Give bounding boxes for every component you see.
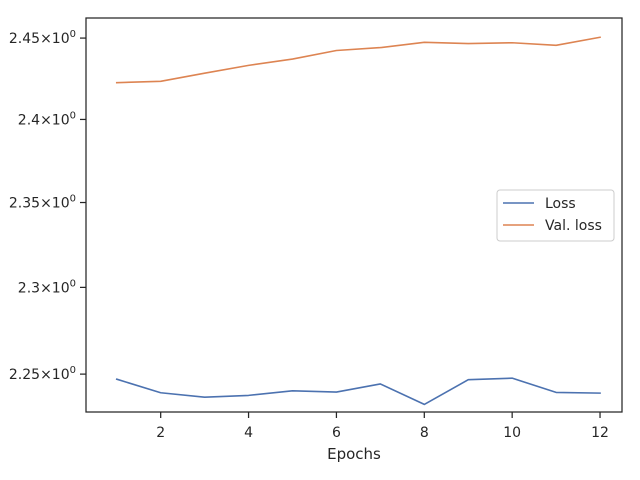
y-tick-label: 2.4×100 xyxy=(18,110,76,128)
legend-label: Loss xyxy=(545,196,576,212)
y-axis: 2.25×100 2.3×100 2.35×100 2.4×100 2.45×100 xyxy=(9,29,86,383)
x-axis-label: Epochs xyxy=(327,445,381,463)
x-tick-label: 4 xyxy=(244,425,253,441)
x-tick-label: 6 xyxy=(332,425,341,441)
x-tick-label: 2 xyxy=(156,425,165,441)
x-tick-label: 12 xyxy=(591,425,609,441)
plot-frame xyxy=(85,17,623,413)
y-tick-label: 2.25×100 xyxy=(9,365,76,383)
x-tick-label: 8 xyxy=(420,425,429,441)
series-line-loss xyxy=(115,377,601,406)
plot-marks xyxy=(115,36,601,406)
x-axis: 2 4 6 8 10 12 xyxy=(156,412,609,441)
y-tick-label: 2.3×100 xyxy=(18,278,76,296)
y-tick-label: 2.45×100 xyxy=(9,29,76,47)
x-tick-label: 10 xyxy=(503,425,521,441)
y-tick-label: 2.35×100 xyxy=(9,194,76,212)
legend: Loss Val. loss xyxy=(496,189,615,242)
legend-label: Val. loss xyxy=(545,218,602,234)
series-line-val-loss xyxy=(115,36,601,84)
